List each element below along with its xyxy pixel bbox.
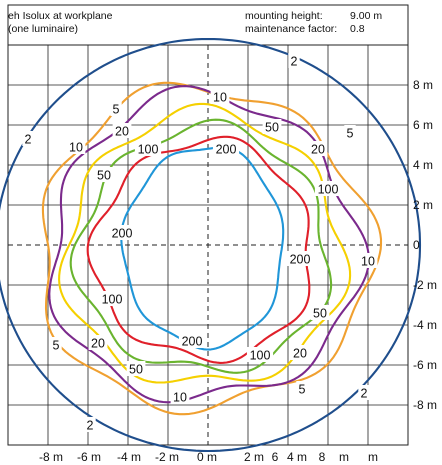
y-tick-label: 6 m [413,118,433,132]
header: eh Isolux at workplane (one luminaire) m… [8,10,382,35]
contour-label-200: 200 [182,335,203,349]
contour-line-2 [0,37,422,453]
contour-label-bg [246,347,274,362]
contour-label-bg [344,125,356,140]
contour-label-50: 50 [313,307,327,321]
maintenance-factor-value: 0.8 [350,23,365,35]
contour-label-100: 100 [250,349,271,363]
contour-label-50: 50 [129,363,143,377]
x-tick-label: 6 [272,450,279,464]
maintenance-factor-label: maintenance factor: [245,23,337,35]
mounting-height-value: 9.00 m [350,10,382,22]
contour-label-200: 200 [216,143,237,157]
x-tick-label: 4 m [287,450,307,464]
contour-line-20 [58,102,352,384]
contour-label-100: 100 [138,143,159,157]
contour-label-bg [296,381,308,396]
contour-label-bg [134,141,162,156]
contour-label-20: 20 [91,337,105,351]
contour-label-2: 2 [87,419,94,433]
x-tick-label: -6 m [77,450,101,464]
contour-label-5: 5 [53,339,60,353]
mounting-height-label: mounting height: [245,10,323,22]
contour-labels: 2 2 2 2 5 5 5 5 10 10 10 10 20 20 20 20 50 50 50 50 100 100 10… [22,53,378,433]
contour-label-bg [358,253,378,268]
contour-label-bg [84,417,96,432]
y-tick-label: 0 [413,238,420,252]
contour-label-bg [262,119,282,134]
contour-label-bg [170,389,190,404]
plot-frame [7,4,409,446]
contour-label-200: 200 [290,253,311,267]
contour-label-200: 200 [112,227,133,241]
contour-label-100: 100 [102,293,123,307]
contour-label-bg [98,291,126,306]
contour-label-bg [126,361,146,376]
contour-label-bg [358,385,370,400]
contour-label-2: 2 [25,133,32,147]
x-tick-label: m [339,450,349,464]
x-tick-label: 2 m [244,450,264,464]
contour-label-2: 2 [361,387,368,401]
contour-label-bg [310,305,330,320]
contour-label-bg [286,251,314,266]
contour-label-10: 10 [361,255,375,269]
contour-label-10: 10 [69,141,83,155]
contour-line-100 [86,135,311,364]
y-tick-label: -4 m [413,318,437,332]
y-tick-label: 8 m [413,78,433,92]
y-tick-label: 2 m [413,198,433,212]
contour-label-5: 5 [299,383,306,397]
contour-line-200 [120,146,285,351]
contour-label-bg [178,333,206,348]
contour-label-100: 100 [318,183,339,197]
x-tick-label: -8 m [39,450,63,464]
contour-label-bg [94,167,114,182]
contour-label-5: 5 [113,103,120,117]
contour-label-bg [88,335,108,350]
y-tick-labels: 8 m 6 m 4 m 2 m 0 -2 m -4 m -6 m -8 m [413,78,437,412]
contour-label-50: 50 [265,121,279,135]
contour-label-bg [108,225,136,240]
title-line1: eh Isolux at workplane [8,10,113,22]
y-tick-label: -2 m [413,278,437,292]
contour-label-20: 20 [311,143,325,157]
y-tick-label: -8 m [413,398,437,412]
contour-label-bg [212,141,240,156]
x-tick-label: 0 m [197,450,217,464]
contour-label-bg [308,141,328,156]
contour-label-bg [110,101,122,116]
contour-label-bg [22,131,34,146]
y-tick-label: 4 m [413,158,433,172]
contour-label-bg [210,89,230,104]
contour-line-5 [41,81,383,416]
title-line2: (one luminaire) [8,23,78,35]
contour-label-10: 10 [213,91,227,105]
x-tick-label: -4 m [117,450,141,464]
x-tick-label: 8 [319,450,326,464]
x-tick-label: m [368,450,378,464]
contour-label-bg [112,123,132,138]
contour-label-20: 20 [115,125,129,139]
y-tick-label: -6 m [413,358,437,372]
contour-label-50: 50 [97,169,111,183]
x-tick-label: -2 m [155,450,179,464]
contour-label-5: 5 [347,127,354,141]
contour-label-bg [50,337,62,352]
contour-label-bg [66,139,86,154]
contour-label-bg [290,345,310,360]
contour-label-20: 20 [293,347,307,361]
contour-label-bg [288,53,300,68]
contour-label-10: 10 [173,391,187,405]
contour-label-bg [314,181,342,196]
contour-label-2: 2 [291,55,298,69]
